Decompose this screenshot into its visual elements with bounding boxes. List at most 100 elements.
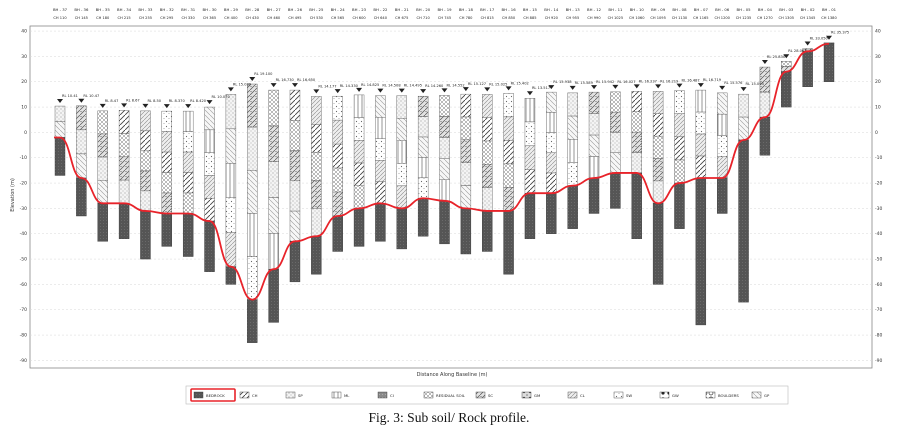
rl-label: RL 8.50 [147,99,161,103]
soil-layer [140,190,151,212]
soil-layer [716,92,728,115]
rl-label: RL 15.025 [489,82,507,86]
y-tick-label: -80 [875,333,882,339]
soil-layer [503,116,514,141]
soil-layer [140,150,151,172]
water-level-marker [398,88,405,93]
soil-layer [546,152,557,174]
rl-label: RL 35.375 [831,31,849,35]
water-level-marker [719,85,726,90]
soil-layer [182,131,194,153]
legend-label: ML [344,393,350,398]
soil-layer [76,105,87,131]
rl-label: RL 25.830 [767,55,786,59]
legend-swatch [659,391,670,399]
bedrock-segment [332,215,343,252]
water-level-marker [227,87,234,92]
soil-layer [652,113,664,137]
rl-label: RL 10.41 [62,94,78,98]
rl-label: RL 14.552 [447,83,465,87]
soil-layer [631,152,642,174]
soil-layer [182,151,194,173]
rl-label: RL 19.100 [254,72,273,76]
legend-item: GW [659,391,679,399]
legend-frame [185,385,789,405]
borehole-chainage: CH 1235 [736,16,752,20]
legend-label: SP [298,393,303,398]
water-level-marker [420,89,427,94]
y-tick-label: -80 [20,333,27,339]
soil-layer [482,117,493,142]
soil-layer [417,136,429,158]
soil-layer [503,140,514,165]
legend-label: RESIDUAL SOIL [436,393,466,398]
bedrock-segment [610,172,621,209]
legend-label: CI [390,393,394,398]
soil-layer [353,185,365,209]
soil-layer [225,197,237,233]
borehole-id: BH - 26 [288,7,303,12]
rl-label: RL 15.127 [468,82,486,86]
legend-label: GM [534,393,540,398]
water-level-marker [591,85,598,90]
borehole-id: BH - 18 [459,7,474,12]
water-level-marker [377,88,384,93]
bedrock-segment [482,210,493,252]
y-tick-label: 10 [875,105,881,111]
bedrock-segment [289,241,301,283]
soil-layer [524,121,536,146]
soil-layer [161,172,173,194]
legend-swatch [331,391,342,399]
soil-layer [375,181,386,204]
water-level-marker [676,83,683,88]
borehole-id: BH - 12 [587,7,602,12]
borehole-chainage: CH 1165 [693,16,709,20]
y-tick-label: -60 [20,282,27,288]
soil-layer [97,156,108,181]
bedrock-segment [353,208,365,247]
y-tick-label: -70 [875,307,882,313]
soil-layer [118,156,130,181]
legend: BEDROCK CH SP ML CI RESIDUAL SOIL SC GM CL SW GW BO… [190,388,770,402]
water-level-marker [270,83,277,88]
soil-layer [161,192,173,214]
y-tick-label: -90 [875,358,882,364]
legend-swatch [751,391,762,399]
soil-layer [610,111,621,133]
soil-layer [311,208,322,237]
soil-layer [695,89,707,113]
legend-item: GM [521,391,540,399]
soil-layer [375,95,386,118]
rl-label: RL 16.027 [617,80,635,84]
rl-label: RL 13.517 [532,86,550,90]
borehole-id: BH - 15 [523,7,538,12]
water-level-marker [484,87,491,92]
legend-item: GP [751,391,770,399]
borehole-chainage: CH 330 [182,16,196,20]
soil-layer [353,94,365,118]
y-tick-label: 0 [875,130,878,136]
borehole-chainage: CH 850 [502,16,516,20]
borehole-chainage: CH 1025 [608,16,624,20]
rl-label: RL 16.650 [297,78,316,82]
bedrock-segment [182,213,194,257]
borehole-id: BH - 34 [117,7,132,12]
legend-label: BOULDERS [718,393,739,398]
rl-label: RL 10.070 [212,95,231,99]
soil-layer [332,119,343,145]
soil-layer [311,152,322,181]
bedrock-segment [54,137,66,176]
rl-label: RL 15.576 [724,81,743,85]
bedrock-segment [76,177,87,217]
rl-label: RL 16.219 [660,79,679,83]
bedrock-segment [567,185,578,229]
borehole-chainage: CH 1305 [779,16,795,20]
borehole-chainage: CH 430 [246,16,260,20]
borehole-chainage: CH 1095 [650,16,666,20]
borehole-id: BH - 16 [502,7,517,12]
soil-layer [716,156,728,179]
soil-layer [716,113,728,136]
bedrock-segment [759,116,771,156]
soil-layer [97,133,108,158]
legend-swatch [377,391,388,399]
